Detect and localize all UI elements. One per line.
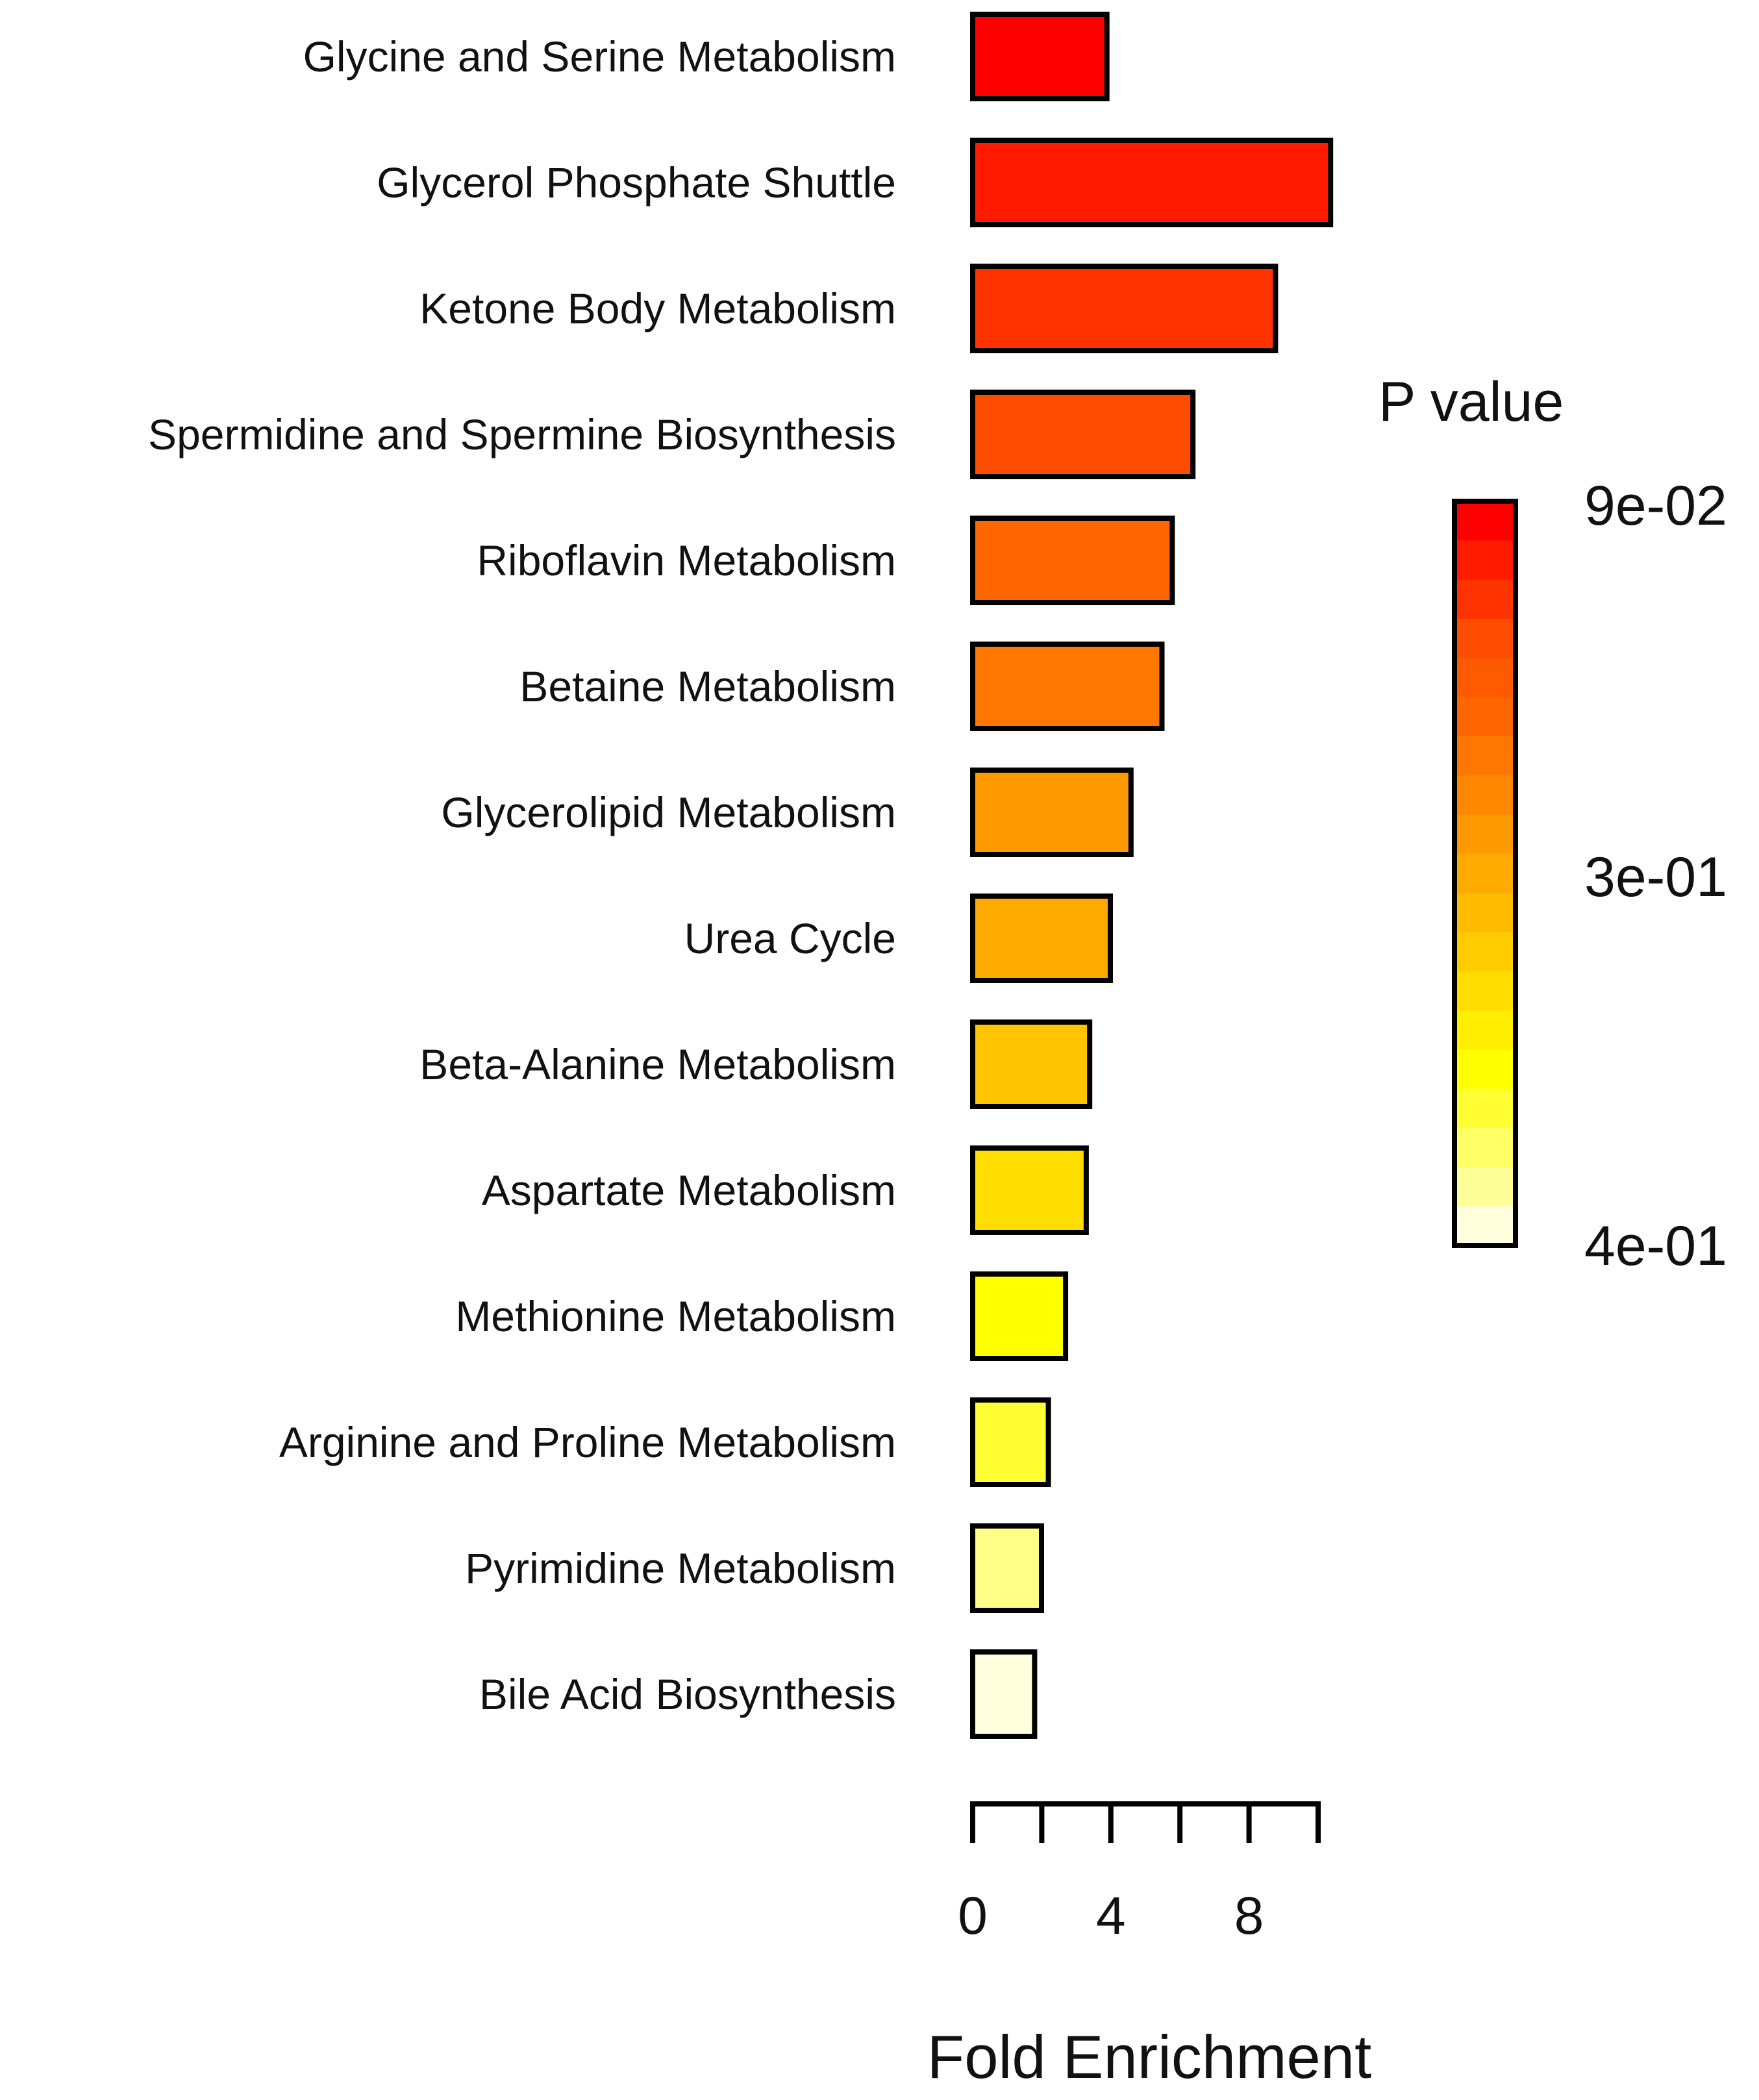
- legend-title: P value: [1379, 371, 1564, 433]
- x-axis: 0 4 8: [958, 1801, 1321, 1945]
- legend-swatch-0: [1454, 501, 1516, 542]
- category-label-0: Glycine and Serine Metabolism: [303, 32, 896, 81]
- legend-swatch-2: [1454, 579, 1516, 619]
- legend-swatch-12: [1454, 971, 1516, 1012]
- bar-5: [970, 642, 1165, 731]
- legend-swatch-13: [1454, 1010, 1516, 1051]
- legend-swatch-15: [1454, 1088, 1516, 1129]
- category-label-4: Riboflavin Metabolism: [477, 536, 896, 584]
- x-tick-label-2: 8: [1234, 1886, 1264, 1945]
- legend-label-1: 3e-01: [1584, 846, 1727, 908]
- category-label-12: Pyrimidine Metabolism: [465, 1544, 896, 1592]
- legend-swatch-6: [1454, 736, 1516, 777]
- legend-swatch-4: [1454, 658, 1516, 698]
- x-axis-title: Fold Enrichment: [927, 2023, 1371, 2091]
- bar-6: [970, 768, 1134, 857]
- category-label-11: Arginine and Proline Metabolism: [279, 1418, 896, 1466]
- legend-frame: [1452, 499, 1518, 1248]
- bar-1: [970, 138, 1334, 227]
- bar-10: [970, 1271, 1069, 1361]
- bar-12: [970, 1523, 1044, 1613]
- bar-9: [970, 1145, 1089, 1235]
- category-labels: Glycine and Serine Metabolism Glycerol Ph…: [148, 32, 896, 1718]
- category-label-7: Urea Cycle: [684, 914, 896, 962]
- legend-swatch-16: [1454, 1128, 1516, 1168]
- legend-labels: 9e-02 3e-01 4e-01: [1584, 475, 1727, 1277]
- category-label-1: Glycerol Phosphate Shuttle: [377, 158, 896, 206]
- bar-4: [970, 516, 1175, 605]
- legend-swatch-10: [1454, 893, 1516, 933]
- category-label-13: Bile Acid Biosynthesis: [479, 1670, 896, 1718]
- bar-3: [970, 390, 1196, 479]
- bar-2: [970, 264, 1279, 353]
- category-label-8: Beta-Alanine Metabolism: [419, 1040, 896, 1088]
- legend-swatch-18: [1454, 1206, 1516, 1246]
- bar-8: [970, 1019, 1093, 1109]
- legend-swatch-14: [1454, 1049, 1516, 1090]
- legend-swatch-8: [1454, 814, 1516, 855]
- legend-swatch-7: [1454, 775, 1516, 816]
- legend-swatch-9: [1454, 853, 1516, 894]
- legend-label-0: 9e-02: [1584, 475, 1727, 537]
- legend-swatch-17: [1454, 1167, 1516, 1207]
- bars-layer: [970, 12, 1334, 1739]
- bar-0: [970, 12, 1110, 101]
- legend-swatch-11: [1454, 932, 1516, 972]
- bar-7: [970, 894, 1113, 983]
- category-label-10: Methionine Metabolism: [455, 1292, 896, 1340]
- category-label-5: Betaine Metabolism: [519, 662, 896, 710]
- category-label-3: Spermidine and Spermine Biosynthesis: [148, 410, 896, 458]
- legend-swatch-3: [1454, 618, 1516, 659]
- bar-11: [970, 1397, 1051, 1487]
- legend-color-ramp: [1454, 501, 1516, 1246]
- category-label-6: Glycerolipid Metabolism: [441, 788, 896, 836]
- x-tick-label-0: 0: [958, 1886, 988, 1945]
- bar-13: [970, 1649, 1038, 1739]
- x-tick-label-1: 4: [1096, 1886, 1126, 1945]
- category-label-9: Aspartate Metabolism: [482, 1166, 896, 1214]
- category-label-2: Ketone Body Metabolism: [419, 284, 896, 332]
- legend-swatch-5: [1454, 697, 1516, 737]
- legend-label-2: 4e-01: [1584, 1215, 1727, 1277]
- legend: P value 9e-02 3e-01 4e-01: [1379, 371, 1727, 1277]
- legend-swatch-1: [1454, 540, 1516, 581]
